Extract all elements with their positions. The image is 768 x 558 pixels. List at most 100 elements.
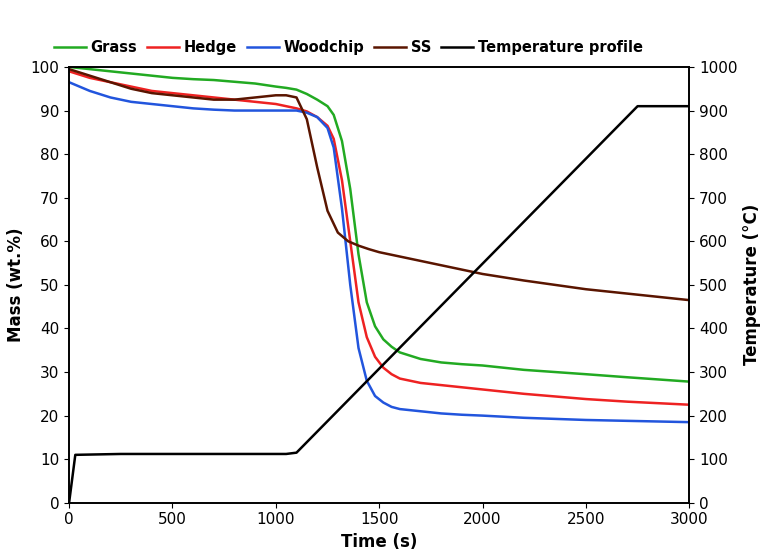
SS <box>436 262 445 268</box>
Woodchip <box>436 410 445 417</box>
Woodchip <box>370 393 379 400</box>
Woodchip <box>168 103 177 109</box>
Hedge <box>379 364 388 371</box>
Hedge <box>684 401 694 408</box>
SS <box>85 73 94 79</box>
Woodchip <box>362 377 372 384</box>
Grass <box>379 336 388 343</box>
Woodchip <box>396 406 405 412</box>
Grass <box>65 64 74 70</box>
Hedge <box>346 238 355 244</box>
Grass <box>416 355 425 362</box>
Hedge <box>313 114 322 121</box>
SS <box>323 208 332 214</box>
SS <box>354 242 363 249</box>
X-axis label: Time (s): Time (s) <box>341 533 417 551</box>
SS <box>230 97 239 103</box>
Grass <box>168 75 177 81</box>
Hedge <box>106 79 115 85</box>
Grass <box>354 251 363 258</box>
Line: Grass: Grass <box>69 67 689 382</box>
Grass <box>147 73 157 79</box>
Y-axis label: Mass (wt.%): Mass (wt.%) <box>7 228 25 342</box>
Temperature profile <box>292 449 301 456</box>
Woodchip <box>147 100 157 107</box>
Temperature profile <box>644 103 653 109</box>
SS <box>282 92 291 99</box>
Woodchip <box>303 109 312 116</box>
Grass <box>230 79 239 85</box>
Line: Hedge: Hedge <box>69 71 689 405</box>
Hedge <box>282 103 291 109</box>
SS <box>375 249 384 256</box>
Grass <box>188 76 197 83</box>
Grass <box>282 84 291 91</box>
Woodchip <box>329 144 339 151</box>
Grass <box>303 90 312 97</box>
Hedge <box>271 100 280 107</box>
Hedge <box>147 88 157 94</box>
Temperature profile <box>684 103 694 109</box>
Hedge <box>337 177 346 184</box>
Hedge <box>581 396 591 402</box>
Woodchip <box>337 205 346 212</box>
Grass <box>362 299 372 306</box>
Temperature profile <box>116 451 125 458</box>
Woodchip <box>65 79 74 85</box>
Hedge <box>457 384 466 391</box>
SS <box>623 290 632 297</box>
Y-axis label: Temperature (°C): Temperature (°C) <box>743 204 761 365</box>
SS <box>209 97 218 103</box>
Hedge <box>436 382 445 388</box>
SS <box>271 92 280 99</box>
Hedge <box>362 334 372 340</box>
SS <box>65 66 74 73</box>
Grass <box>323 103 332 109</box>
Grass <box>313 97 322 103</box>
Grass <box>337 138 346 145</box>
Woodchip <box>684 419 694 426</box>
Grass <box>519 367 528 373</box>
Temperature profile <box>127 451 136 458</box>
SS <box>396 253 405 260</box>
Grass <box>292 86 301 93</box>
Hedge <box>168 90 177 97</box>
Grass <box>370 323 379 330</box>
Hedge <box>387 371 396 378</box>
SS <box>303 116 312 123</box>
Hedge <box>65 68 74 75</box>
Hedge <box>303 108 312 115</box>
Woodchip <box>478 412 487 419</box>
Line: Woodchip: Woodchip <box>69 82 689 422</box>
Woodchip <box>387 403 396 410</box>
Hedge <box>250 98 260 105</box>
Woodchip <box>85 88 94 94</box>
Woodchip <box>354 345 363 352</box>
Woodchip <box>379 399 388 406</box>
Temperature profile <box>282 451 291 458</box>
Woodchip <box>271 107 280 114</box>
Woodchip <box>250 107 260 114</box>
Grass <box>478 362 487 369</box>
SS <box>106 79 115 85</box>
Grass <box>623 374 632 381</box>
Woodchip <box>346 282 355 288</box>
Grass <box>387 343 396 350</box>
Hedge <box>230 97 239 103</box>
Hedge <box>478 386 487 393</box>
Hedge <box>292 105 301 112</box>
SS <box>168 92 177 99</box>
Grass <box>85 66 94 73</box>
Hedge <box>127 83 136 90</box>
Woodchip <box>623 417 632 424</box>
SS <box>478 271 487 277</box>
Woodchip <box>581 417 591 424</box>
SS <box>457 266 466 273</box>
Grass <box>329 112 339 118</box>
Grass <box>581 371 591 378</box>
SS <box>127 85 136 92</box>
SS <box>416 258 425 264</box>
SS <box>581 286 591 292</box>
Woodchip <box>106 94 115 101</box>
Hedge <box>354 299 363 306</box>
